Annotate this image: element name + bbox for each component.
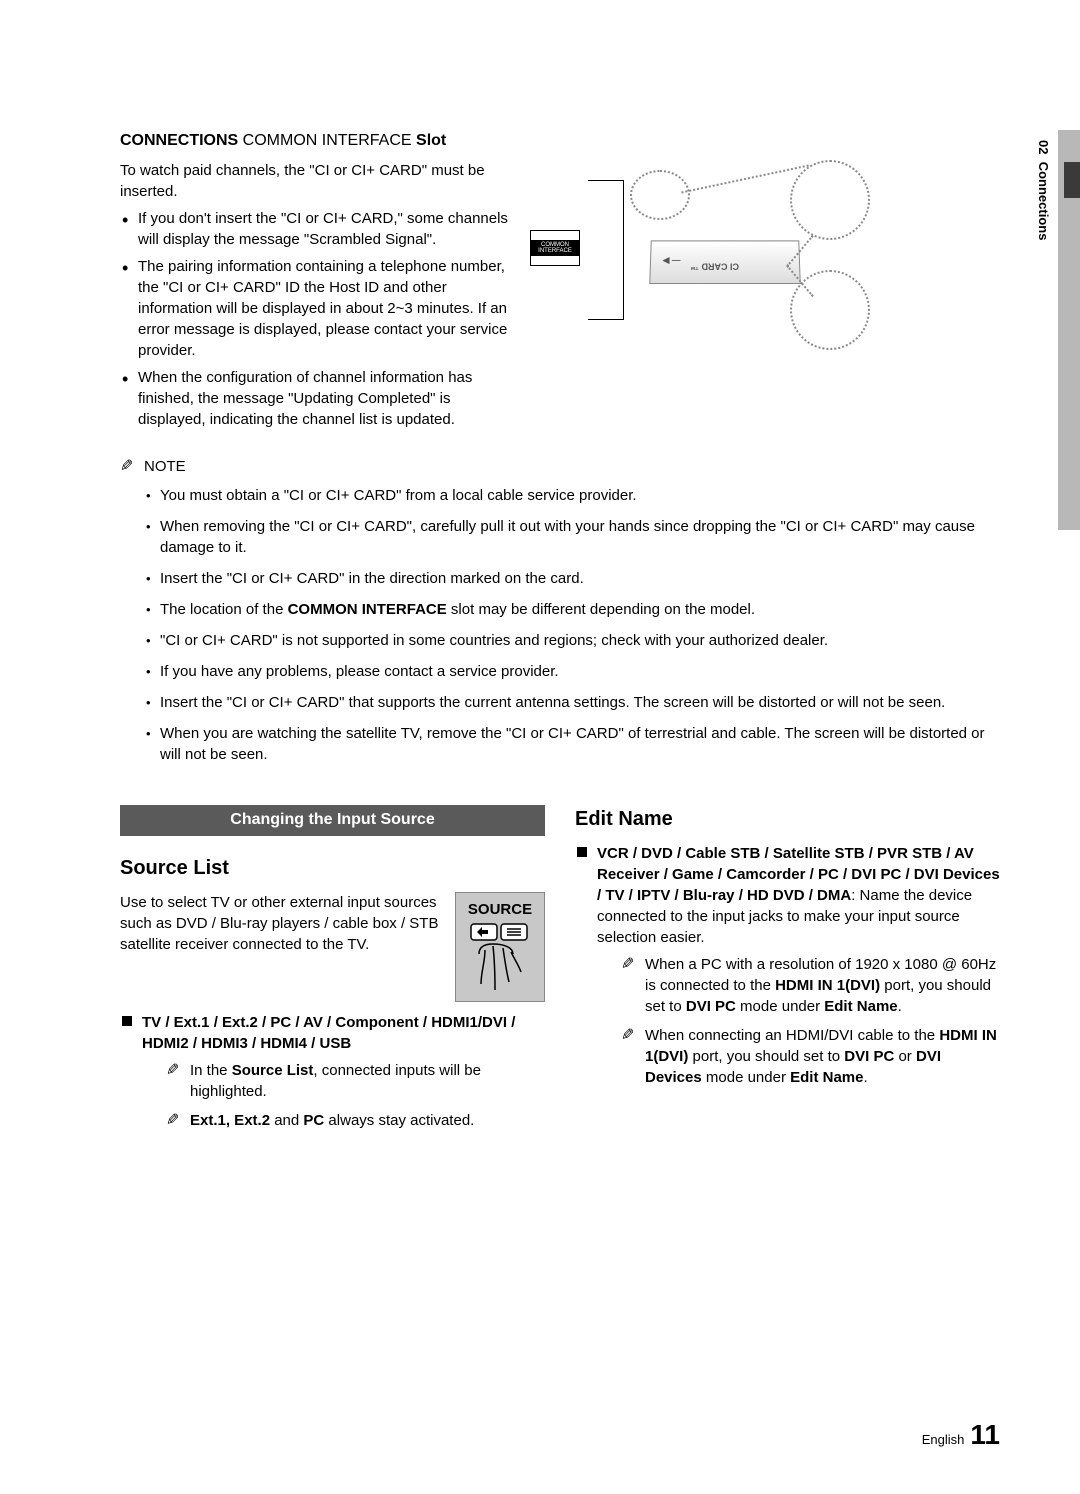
source-desc: Use to select TV or other external input…	[120, 892, 445, 1002]
slot-heading: CONNECTIONS COMMON INTERFACE Slot	[120, 130, 1000, 152]
note-item: If you have any problems, please contact…	[160, 661, 1000, 682]
page-footer: English11	[922, 1415, 1000, 1454]
section-bar: Changing the Input Source	[120, 805, 545, 835]
note-item: Insert the "CI or CI+ CARD" in the direc…	[160, 568, 1000, 589]
slot-diagram: COMMON INTERFACE CI CARD ™ ◄─	[530, 160, 1000, 350]
note-item: You must obtain a "CI or CI+ CARD" from …	[160, 485, 1000, 506]
edit-tip: When connecting an HDMI/DVI cable to the…	[645, 1025, 1000, 1088]
slot-intro: To watch paid channels, the "CI or CI+ C…	[120, 160, 520, 202]
source-list-heading: Source List	[120, 854, 545, 882]
pencil-icon	[120, 460, 138, 474]
source-tip: In the Source List, connected inputs wil…	[190, 1060, 545, 1102]
note-item: When you are watching the satellite TV, …	[160, 723, 1000, 765]
slot-bullet: When the configuration of channel inform…	[138, 367, 520, 430]
edit-name-heading: Edit Name	[575, 805, 1000, 833]
note-item: When removing the "CI or CI+ CARD", care…	[160, 516, 1000, 558]
edit-devices: VCR / DVD / Cable STB / Satellite STB / …	[597, 843, 1000, 1088]
note-item: The location of the COMMON INTERFACE slo…	[160, 599, 1000, 620]
slot-bullet: The pairing information containing a tel…	[138, 256, 520, 361]
source-inputs: TV / Ext.1 / Ext.2 / PC / AV / Component…	[142, 1012, 545, 1131]
slot-bullets: If you don't insert the "CI or CI+ CARD,…	[120, 208, 520, 430]
right-column: Edit Name VCR / DVD / Cable STB / Satell…	[575, 805, 1000, 1138]
source-button-graphic: SOURCE	[455, 892, 545, 1002]
note-item: Insert the "CI or CI+ CARD" that support…	[160, 692, 1000, 713]
note-heading: NOTE	[120, 456, 1000, 477]
source-tip: Ext.1, Ext.2 and PC always stay activate…	[190, 1110, 545, 1131]
note-list: You must obtain a "CI or CI+ CARD" from …	[120, 485, 1000, 765]
edit-tip: When a PC with a resolution of 1920 x 10…	[645, 954, 1000, 1017]
page-content: CONNECTIONS COMMON INTERFACE Slot To wat…	[0, 0, 1080, 1179]
left-column: Changing the Input Source Source List Us…	[120, 805, 545, 1138]
slot-bullet: If you don't insert the "CI or CI+ CARD,…	[138, 208, 520, 250]
note-item: "CI or CI+ CARD" is not supported in som…	[160, 630, 1000, 651]
